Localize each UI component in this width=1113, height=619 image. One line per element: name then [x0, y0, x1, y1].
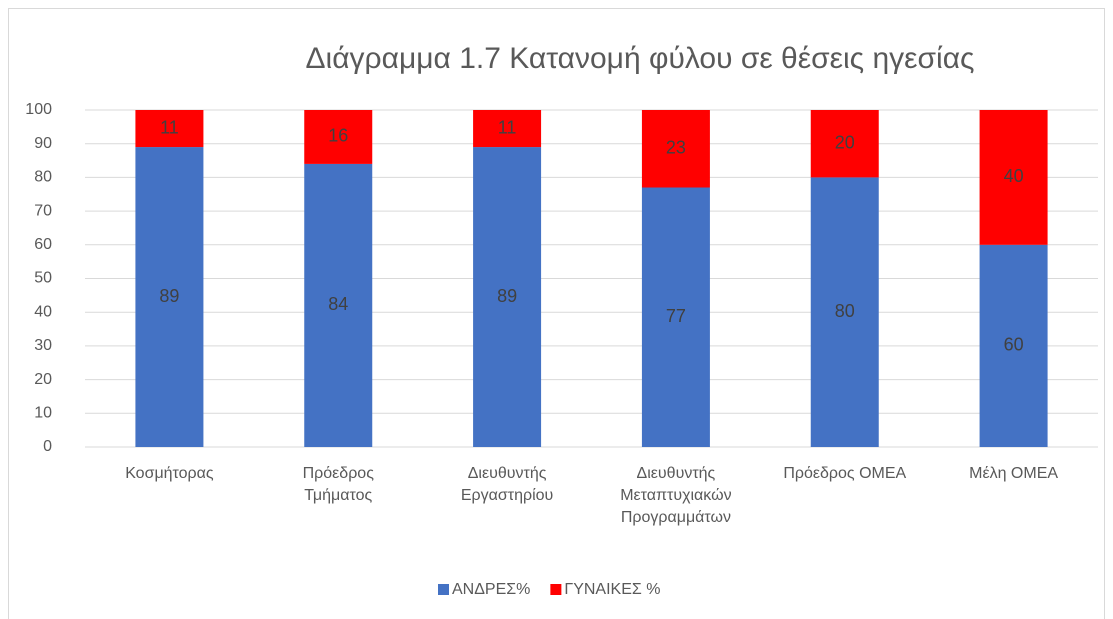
bar-segment — [135, 110, 204, 148]
bar-segment — [810, 177, 879, 447]
data-label: 11 — [498, 117, 517, 137]
bar-segment — [641, 187, 710, 447]
x-tick-label: Διευθυντής Εργαστηρίου — [460, 465, 554, 504]
y-tick-label: 50 — [34, 270, 52, 287]
y-tick-label: 0 — [43, 438, 52, 455]
bar-segment — [304, 163, 373, 448]
y-tick-label: 30 — [34, 337, 52, 354]
y-tick-label: 80 — [34, 169, 52, 186]
bar-segment — [979, 244, 1048, 447]
x-tick-label: Μέλη ΟΜΕΑ — [969, 465, 1059, 482]
x-tick-label: Πρόεδρος Τμήματος — [302, 465, 374, 504]
x-tick-label: Διευθυντής Μεταπτυχιακών Προγραμμάτων — [620, 465, 732, 526]
y-tick-label: 20 — [34, 371, 52, 388]
chart-title: Διάγραμμα 1.7 Κατανομή φύλου σε θέσεις η… — [306, 42, 975, 75]
bar-segment — [810, 110, 879, 178]
legend-swatch — [550, 584, 562, 595]
bar-segment — [979, 110, 1048, 245]
data-label: 40 — [1004, 166, 1024, 186]
x-tick-label: Πρόεδρος ΟΜΕΑ — [783, 465, 907, 482]
legend-swatch — [438, 584, 449, 595]
data-label: 89 — [159, 286, 179, 306]
bar-segment — [641, 110, 710, 188]
data-label: 23 — [666, 138, 686, 158]
data-label: 11 — [160, 117, 179, 137]
bar-segment — [473, 147, 542, 447]
y-tick-label: 90 — [34, 135, 52, 152]
data-label: 89 — [497, 286, 517, 306]
y-tick-label: 10 — [34, 405, 52, 422]
data-label: 80 — [835, 301, 855, 321]
legend-label: ΑΝΔΡΕΣ% — [452, 581, 530, 598]
data-label: 20 — [835, 132, 855, 152]
bar-segment — [304, 110, 373, 164]
bar-segment — [473, 110, 542, 148]
y-tick-label: 70 — [34, 202, 52, 219]
chart-frame — [8, 8, 1105, 619]
data-label: 77 — [666, 306, 686, 326]
x-tick-label: Κοσμήτορας — [125, 465, 214, 482]
data-label: 84 — [328, 294, 348, 314]
y-tick-label: 40 — [34, 303, 52, 320]
y-tick-label: 60 — [34, 236, 52, 253]
y-tick-label: 100 — [25, 101, 52, 118]
bar-segment — [135, 147, 204, 447]
legend-label: ΓΥΝΑΙΚΕΣ % — [564, 581, 660, 598]
data-label: 16 — [328, 126, 348, 146]
data-label: 60 — [1004, 335, 1024, 355]
